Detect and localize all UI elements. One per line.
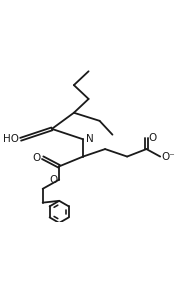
Text: O: O (33, 153, 41, 163)
Text: HO: HO (3, 134, 19, 144)
Text: O: O (49, 175, 58, 185)
Text: O: O (148, 133, 156, 142)
Text: N: N (85, 134, 93, 144)
Text: O⁻: O⁻ (162, 151, 176, 162)
